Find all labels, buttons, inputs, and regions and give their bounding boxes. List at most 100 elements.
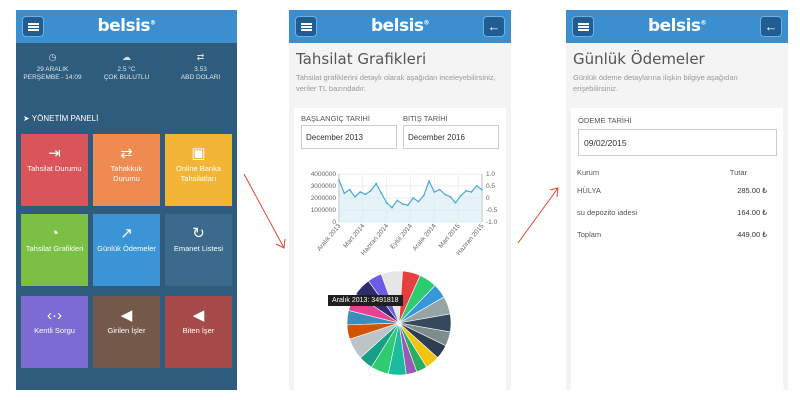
dashboard-screen: belsis® ◷ 29 ARALIK PERŞEMBE - 14:09 ☁ 2…	[16, 10, 237, 390]
payments-card: ÖDEME TARİHİ 09/02/2015 Kurum Tutar HÜLY…	[571, 108, 783, 390]
menu-button[interactable]	[295, 16, 317, 37]
data-point[interactable]	[391, 206, 393, 209]
menu-button[interactable]	[572, 16, 594, 37]
date-text: 29 ARALIK	[36, 66, 69, 73]
start-date-label: BAŞLANGIÇ TARİHİ	[301, 114, 370, 123]
data-point[interactable]	[417, 200, 420, 203]
data-point[interactable]	[465, 189, 468, 192]
data-point[interactable]	[422, 194, 425, 197]
data-point[interactable]	[428, 180, 430, 183]
data-point[interactable]	[475, 185, 478, 187]
tile-2[interactable]: ⇄ Tahakkuk Durumu	[93, 134, 160, 206]
data-point[interactable]	[343, 192, 346, 195]
tile-label: Kentli Sorgu	[34, 326, 75, 335]
data-point[interactable]	[348, 188, 351, 191]
briefcase-icon: ▣	[191, 145, 206, 162]
y2-tick-label: 1.0	[486, 171, 495, 178]
data-point[interactable]	[433, 191, 436, 193]
start-date-input[interactable]: December 2013	[301, 125, 397, 149]
column-tutar: Tutar	[729, 168, 747, 177]
tile-3[interactable]: ▣ Online Banka Tahsilatları	[165, 134, 232, 206]
weather-cell: ☁ 2.5 °C ÇOK BULUTLU	[90, 52, 163, 82]
logo: belsis®	[97, 16, 156, 36]
tile-7[interactable]: ‹·› Kentli Sorgu	[21, 296, 88, 368]
data-point[interactable]	[385, 201, 388, 204]
series-area	[339, 180, 482, 222]
flow-arrow	[243, 173, 286, 249]
data-point[interactable]	[459, 194, 462, 197]
arrow-left-icon: ←	[487, 19, 501, 34]
data-point[interactable]	[396, 199, 399, 202]
tile-label: Online Banka Tahsilatları	[175, 164, 222, 183]
data-point[interactable]	[481, 188, 483, 191]
page-description: Günlük ödeme detaylarına ilişkin bilgiye…	[573, 73, 738, 93]
tile-5[interactable]: ↗ Günlük Ödemeler	[93, 214, 160, 286]
charts-screen: belsis® ← Tahsilat Grafikleri Tahsilat g…	[289, 10, 511, 390]
data-point[interactable]	[380, 192, 383, 195]
tile-label: Tahsilat Grafikleri	[25, 244, 84, 253]
clock-icon: ◷	[48, 52, 57, 62]
data-point[interactable]	[353, 195, 356, 198]
payments-screen: belsis® ← Günlük Ödemeler Günlük ödeme d…	[566, 10, 788, 390]
cell-tutar: 449.00 ₺	[737, 230, 767, 239]
payment-date-input[interactable]: 09/02/2015	[578, 129, 777, 156]
data-point[interactable]	[369, 189, 372, 192]
tile-label: Günlük Ödemeler	[97, 244, 156, 253]
y2-tick-label: -1.0	[486, 219, 498, 226]
page-title: Günlük Ödemeler	[573, 50, 705, 68]
data-point[interactable]	[454, 201, 457, 204]
tile-1[interactable]: ⇥ Tahsilat Durumu	[21, 134, 88, 206]
transfer-icon: ⇄	[120, 145, 133, 162]
trend-up-icon: ↗	[120, 225, 133, 242]
payment-date-label: ÖDEME TARİHİ	[578, 116, 632, 125]
info-strip: ◷ 29 ARALIK PERŞEMBE - 14:09 ☁ 2.5 °C ÇO…	[16, 52, 237, 102]
data-point[interactable]	[412, 197, 415, 199]
data-point[interactable]	[359, 191, 362, 193]
data-point[interactable]	[401, 203, 404, 205]
y-tick-label: 1000000	[311, 207, 337, 214]
data-point[interactable]	[375, 182, 377, 185]
data-point[interactable]	[449, 195, 452, 198]
x-tick-label: Mart 2015	[438, 223, 462, 250]
logo: belsis®	[370, 16, 430, 36]
y-tick-label: 2000000	[311, 195, 337, 202]
chart-tooltip: Aralık 2013: 3491818	[328, 295, 403, 306]
page-title: Tahsilat Grafikleri	[296, 50, 427, 68]
tile-6[interactable]: ↻ Emanet Listesi	[165, 214, 232, 286]
data-point[interactable]	[338, 179, 340, 181]
logo: belsis®	[647, 16, 707, 36]
y-tick-label: 4000000	[311, 171, 337, 178]
data-point[interactable]	[438, 188, 441, 191]
series-line	[338, 179, 483, 209]
megaphone-icon: ◀	[120, 307, 133, 324]
back-button[interactable]: ←	[483, 16, 505, 37]
data-point[interactable]	[470, 191, 473, 193]
end-date-input[interactable]: December 2016	[403, 125, 499, 149]
tile-9[interactable]: ◀ Biten İşer	[165, 296, 232, 368]
data-point[interactable]	[364, 193, 367, 196]
chart-card: BAŞLANGIÇ TARİHİ December 2013 BITIŞ TAR…	[294, 108, 506, 390]
top-bar: belsis®	[16, 10, 237, 43]
back-button[interactable]: ←	[760, 16, 782, 37]
rate-text: 3.53	[194, 66, 207, 73]
arrow-right-icon: ⇥	[48, 145, 61, 162]
data-point[interactable]	[406, 204, 409, 207]
y2-tick-label: 0	[486, 195, 490, 202]
pie-chart[interactable]	[344, 268, 454, 378]
temperature-text: 2.5 °C	[117, 66, 136, 73]
cell-tutar: 164.00 ₺	[737, 208, 767, 217]
tile-8[interactable]: ◀ Girilen İşler	[93, 296, 160, 368]
tile-label: Biten İşer	[182, 326, 215, 335]
tile-label: Emanet Listesi	[173, 244, 224, 253]
y-tick-label: 0	[332, 219, 336, 226]
data-point[interactable]	[444, 193, 446, 196]
panel-title: ➤ YÖNETİM PANELİ	[23, 114, 99, 123]
y-tick-label: 3000000	[311, 183, 337, 190]
y2-tick-label: 0.5	[486, 183, 495, 190]
flow-arrow	[517, 187, 559, 244]
menu-button[interactable]	[22, 16, 44, 37]
tile-label: Tahakkuk Durumu	[110, 164, 143, 183]
megaphone-icon: ◀	[192, 307, 205, 324]
tile-4[interactable]: ◔ Tahsilat Grafikleri	[21, 214, 88, 286]
